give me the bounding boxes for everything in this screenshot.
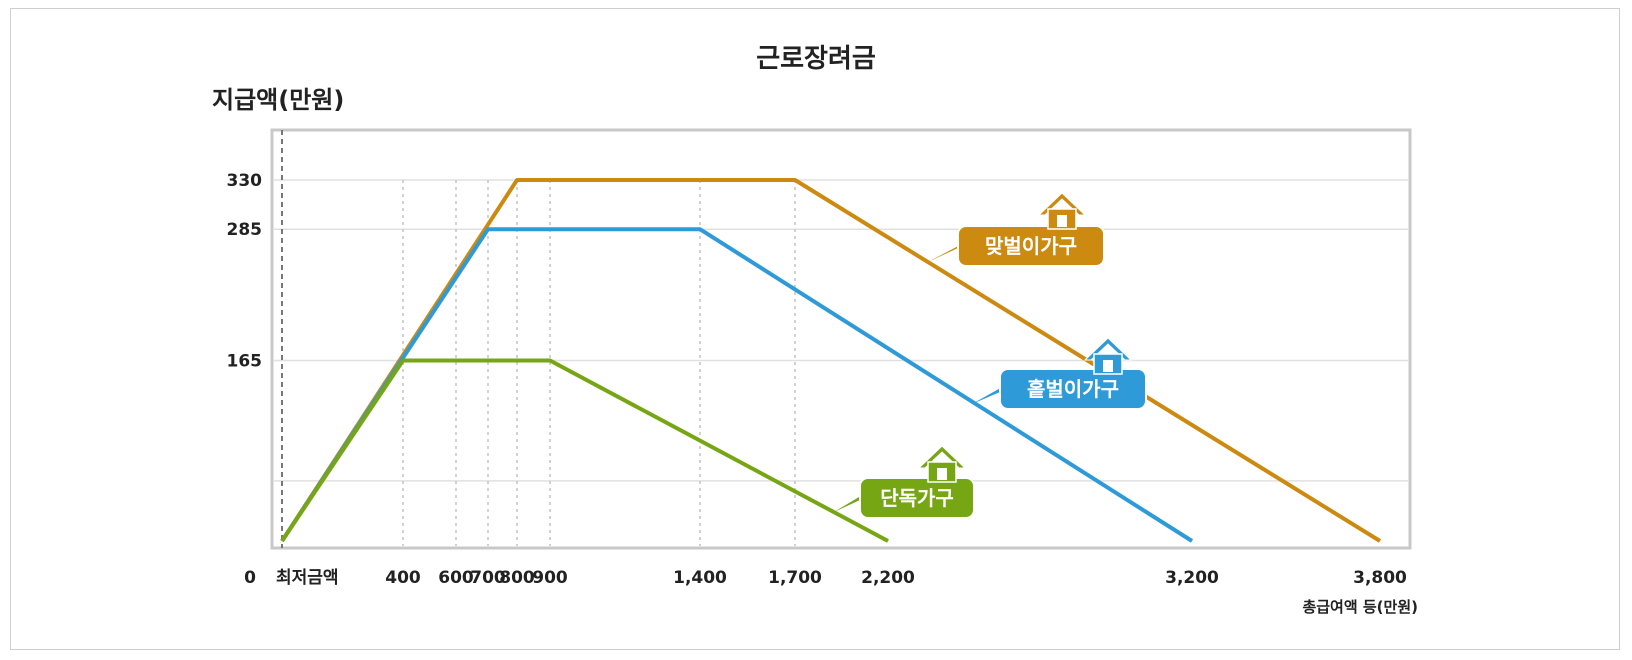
- house-icon: [1037, 192, 1087, 230]
- house-icon: [1083, 337, 1133, 375]
- x-tick-label: 1,700: [768, 568, 822, 588]
- badge-pointer: [928, 244, 962, 262]
- x-axis-label: 총급여액 등(만원): [1302, 598, 1418, 616]
- legend-entry: 단독가구: [880, 486, 954, 510]
- grid: [274, 179, 1408, 482]
- x-tick-label: 3,800: [1353, 568, 1407, 588]
- y-tick-label: 285: [227, 220, 263, 240]
- x-tick-label: 1,400: [673, 568, 727, 588]
- x-tick-label: 800: [499, 568, 535, 588]
- house-door: [937, 468, 947, 480]
- badge-pointer: [972, 386, 1004, 404]
- legend-entry: 맞벌이가구: [985, 234, 1077, 258]
- x-tick-label: 0: [244, 568, 256, 588]
- series-badge: 맞벌이가구: [928, 192, 1105, 267]
- x-tick-label: 400: [385, 568, 421, 588]
- series-badge: 단독가구: [834, 445, 975, 519]
- chart-frame: [10, 8, 1620, 650]
- y-tick-label: 165: [227, 352, 263, 372]
- house-door: [1057, 215, 1067, 227]
- chart-title: 근로장려금: [756, 44, 876, 74]
- badge-bg: [957, 225, 1105, 267]
- x-tick-label: 3,200: [1165, 568, 1219, 588]
- plot-area: [270, 128, 1412, 550]
- y-ticks: 330 285 165: [227, 171, 263, 372]
- series-badge: 홑벌이가구: [972, 337, 1147, 410]
- x-tick-label: 2,200: [861, 568, 915, 588]
- badge-bg: [859, 477, 975, 519]
- house-door: [1103, 360, 1113, 372]
- y-axis-label: 지급액(만원): [212, 86, 344, 114]
- badge-bg: [999, 368, 1147, 410]
- x-tick-label: 600: [438, 568, 474, 588]
- x-guides: [402, 180, 796, 546]
- x-tick-label: 최저금액: [276, 568, 339, 588]
- x-tick-label: 900: [532, 568, 568, 588]
- badge-pointer: [834, 494, 864, 512]
- x-tick-label: 700: [470, 568, 506, 588]
- y-tick-label: 330: [227, 171, 263, 191]
- legend-entry: 홑벌이가구: [1027, 377, 1119, 401]
- series-line: [280, 358, 889, 543]
- house-icon: [917, 445, 967, 483]
